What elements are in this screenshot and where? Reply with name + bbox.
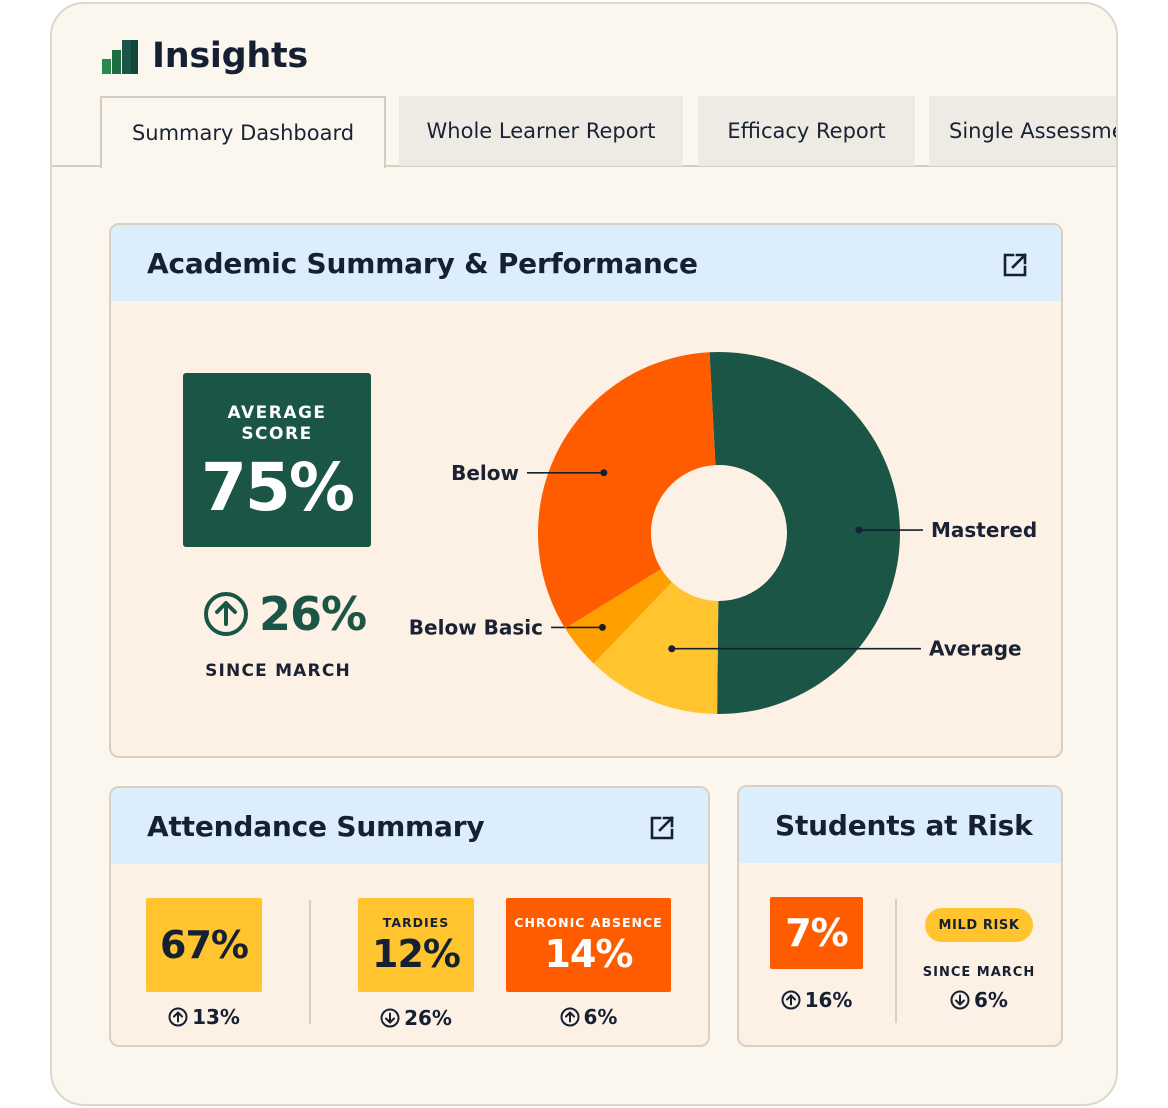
score-change-value: 26% (259, 587, 367, 641)
tardies-label: TARDIES (382, 914, 450, 930)
tab-single-assessment[interactable]: Single Assessment (929, 96, 1116, 166)
chronic-absence-change: 6% (506, 1004, 671, 1030)
average-score-box: AVERAGE SCORE 75% (183, 373, 371, 547)
donut-slice-average (593, 582, 719, 714)
attendance-card-title: Attendance Summary (147, 809, 485, 843)
external-link-icon[interactable] (1001, 251, 1029, 279)
external-link-icon[interactable] (648, 814, 676, 842)
risk-divider (895, 899, 897, 1023)
donut-callout-dot (855, 526, 863, 534)
risk-card-header: Students at Risk (739, 787, 1061, 863)
arrow-up-circle-icon (204, 592, 248, 636)
chronic-absence-value: 14% (544, 931, 634, 976)
arrow-up-circle-icon (168, 1007, 188, 1027)
tardies-value: 12% (372, 931, 461, 976)
donut-label-below: Below (451, 461, 519, 485)
risk-value-box: 7% (770, 897, 863, 969)
donut-callout-dot (600, 469, 608, 477)
performance-donut-chart: Mastered Average Below Basic Below (409, 352, 1037, 714)
donut-label-below-basic: Below Basic (409, 615, 543, 639)
donut-callout-dot (668, 645, 676, 653)
donut-slice-below-basic (565, 568, 672, 664)
academic-card-header: Academic Summary & Performance (111, 225, 1061, 301)
risk-change: 16% (770, 987, 863, 1013)
attendance-rate-value: 67% (160, 923, 249, 967)
insights-window: Insights Summary Dashboard Whole Learner… (50, 2, 1118, 1106)
risk-card-title: Students at Risk (775, 808, 1033, 842)
students-at-risk-card: Students at Risk 7% 16% MILD RISK SINCE … (737, 785, 1063, 1047)
risk-value: 7% (785, 911, 849, 955)
donut-callout-dot (598, 623, 606, 631)
tab-summary-dashboard[interactable]: Summary Dashboard (100, 96, 386, 168)
academic-card-title: Academic Summary & Performance (147, 246, 698, 280)
tardies-box: TARDIES 12% (358, 898, 474, 992)
app-title: Insights (152, 36, 308, 76)
donut-label-average: Average (929, 637, 1022, 661)
average-score-label: AVERAGE SCORE (227, 403, 327, 444)
donut-label-mastered: Mastered (931, 518, 1037, 542)
attendance-rate-box: 67% (146, 898, 262, 992)
tab-bar-divider (52, 165, 1116, 167)
arrow-down-circle-icon (380, 1008, 400, 1028)
arrow-up-circle-icon (781, 990, 801, 1010)
attendance-card-header: Attendance Summary (111, 788, 708, 864)
chronic-absence-box: CHRONIC ABSENCE 14% (506, 898, 671, 992)
risk-since-label: SINCE MARCH (922, 965, 1036, 980)
tab-efficacy-report[interactable]: Efficacy Report (698, 96, 915, 166)
tardies-change: 26% (358, 1005, 474, 1031)
attendance-divider (309, 900, 311, 1024)
arrow-up-circle-icon (560, 1007, 580, 1027)
donut-slice-below (538, 352, 716, 629)
donut-slice-mastered (709, 352, 900, 714)
average-score-value: 75% (201, 449, 355, 526)
attendance-summary-card: Attendance Summary 67% 13% TARDIES 12% 2… (109, 786, 710, 1047)
score-change: 26% (203, 587, 367, 641)
mild-risk-badge: MILD RISK (925, 908, 1033, 942)
tab-whole-learner-report[interactable]: Whole Learner Report (399, 96, 683, 166)
bar-chart-icon (102, 40, 138, 74)
risk-since-change: 6% (915, 987, 1043, 1013)
attendance-rate-change: 13% (146, 1004, 262, 1030)
score-change-since: SINCE MARCH (205, 661, 351, 681)
brand: Insights (102, 36, 308, 76)
academic-summary-card: Academic Summary & Performance AVERAGE S… (109, 223, 1063, 758)
chronic-absence-label: CHRONIC ABSENCE (514, 914, 663, 930)
arrow-down-circle-icon (950, 990, 970, 1010)
